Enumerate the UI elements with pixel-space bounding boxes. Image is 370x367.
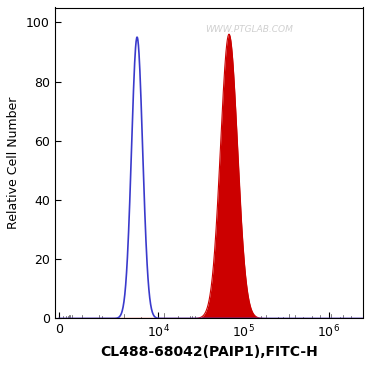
Y-axis label: Relative Cell Number: Relative Cell Number: [7, 97, 20, 229]
Text: WWW.PTGLAB.COM: WWW.PTGLAB.COM: [205, 25, 293, 34]
X-axis label: CL488-68042(PAIP1),FITC-H: CL488-68042(PAIP1),FITC-H: [100, 345, 317, 360]
